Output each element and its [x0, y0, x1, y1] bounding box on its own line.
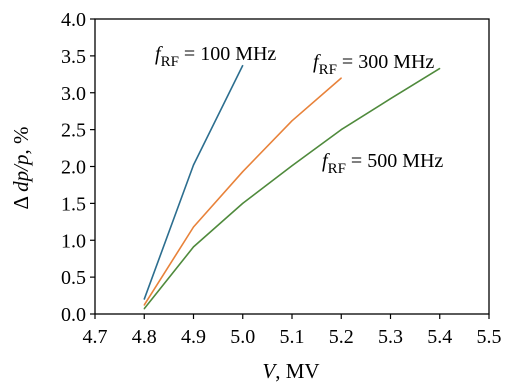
y-tick-label: 2.0: [61, 157, 86, 179]
series-label-2: fRF = 500 MHz: [322, 150, 443, 177]
x-axis-label: V, MV: [262, 359, 319, 383]
data-point: [291, 120, 293, 122]
x-tick-label: 4.7: [83, 326, 108, 348]
data-point: [291, 165, 293, 167]
data-point: [242, 171, 244, 173]
x-tick-label: 5.5: [477, 326, 502, 348]
x-tick-label: 5.0: [230, 326, 255, 348]
y-axis-label: Δ dp/p, %: [9, 127, 33, 210]
x-tick-label: 5.3: [378, 326, 403, 348]
series-line-0: [143, 65, 244, 300]
axis-ticks: 4.7 4.8 4.9 5.0 5.1 5.2 5.3 5.4 5.5 0.0 0.5 1.0 1.5 2…: [61, 9, 502, 348]
data-point: [192, 164, 195, 166]
x-axis-unit: , MV: [275, 359, 319, 383]
x-tick-label: 5.1: [280, 326, 305, 348]
data-point: [143, 308, 145, 310]
data-point: [143, 304, 145, 306]
series-label-0: fRF = 100 MHz: [155, 43, 276, 70]
series-label-main: f: [313, 51, 321, 73]
series-label-subscript: RF: [161, 54, 179, 70]
x-tick-label: 4.8: [132, 326, 157, 348]
y-tick-label: 1.5: [61, 193, 86, 215]
data-point: [242, 202, 244, 204]
data-point: [143, 298, 145, 300]
data-point: [242, 64, 244, 67]
y-tick-label: 0.5: [61, 267, 86, 289]
series-label-main: f: [322, 150, 330, 172]
y-tick-label: 2.5: [61, 120, 86, 142]
series-label-1: fRF = 300 MHz: [313, 51, 434, 78]
y-axis-unit: , %: [9, 127, 33, 155]
series-label-rest: = 100 MHz: [179, 43, 277, 65]
y-tick-label: 3.5: [61, 46, 86, 68]
series-label-main: f: [155, 43, 163, 65]
y-tick-label: 3.0: [61, 83, 86, 105]
y-tick-label: 0.0: [61, 304, 86, 326]
series-line-2: [143, 67, 441, 310]
x-tick-label: 4.9: [181, 326, 206, 348]
series-label-rest: = 500 MHz: [346, 150, 444, 172]
data-point: [192, 226, 195, 228]
data-point: [192, 246, 195, 248]
x-tick-label: 5.4: [427, 326, 452, 348]
series-label-subscript: RF: [328, 161, 346, 177]
data-point: [340, 129, 342, 131]
x-tick-label: 5.2: [329, 326, 354, 348]
y-axis-prefix: Δ: [9, 192, 33, 210]
data-point: [439, 67, 441, 70]
series-label-rest: = 300 MHz: [337, 51, 435, 73]
data-point: [340, 77, 342, 79]
data-point: [389, 98, 392, 100]
x-axis-variable: V: [262, 359, 277, 383]
y-tick-label: 4.0: [61, 9, 86, 31]
series-lines: [143, 64, 441, 310]
y-axis-variable: dp/p: [9, 155, 33, 192]
y-tick-label: 1.0: [61, 230, 86, 252]
series-label-subscript: RF: [319, 62, 337, 78]
